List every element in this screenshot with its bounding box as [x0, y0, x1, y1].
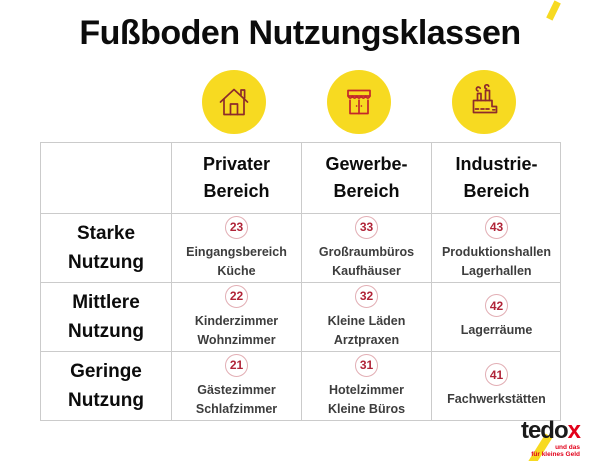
table-corner-blank [41, 143, 171, 213]
column-header-industrial: Industrie- Bereich [431, 143, 561, 213]
shop-icon [341, 84, 377, 120]
row-label-light-use: Geringe Nutzung [41, 351, 171, 420]
house-icon [216, 84, 252, 120]
row-label-medium-use: Mittlere Nutzung [41, 282, 171, 351]
class-number: 31 [359, 358, 374, 373]
page-title: Fußboden Nutzungsklassen [79, 14, 521, 52]
class-examples: Eingangsbereich Küche [186, 244, 287, 278]
class-cell-23: 23 Eingangsbereich Küche [171, 213, 301, 282]
logo-wordmark-red: x [567, 417, 581, 444]
class-examples: Fachwerkstätten [447, 392, 546, 407]
class-number: 23 [229, 220, 244, 235]
class-number: 32 [359, 289, 374, 304]
class-number-badge: 41 [485, 363, 508, 387]
class-cell-33: 33 Großraumbüros Kaufhäuser [301, 213, 431, 282]
commercial-area-badge [327, 70, 391, 134]
class-cell-22: 22 Kinderzimmer Wohnzimmer [171, 282, 301, 351]
class-number-badge: 33 [355, 215, 378, 239]
column-header-commercial: Gewerbe- Bereich [301, 143, 431, 213]
class-number: 43 [489, 220, 504, 235]
class-number-badge: 42 [485, 294, 508, 318]
class-examples: Kinderzimmer Wohnzimmer [194, 313, 279, 347]
class-cell-31: 31 Hotelzimmer Kleine Büros [301, 351, 431, 420]
class-examples: Produktionshallen Lagerhallen [441, 244, 552, 278]
class-examples: Hotelzimmer Kleine Büros [327, 382, 406, 416]
private-area-badge [202, 70, 266, 134]
class-number-badge: 32 [355, 284, 378, 308]
class-number: 33 [359, 220, 374, 235]
class-number-badge: 31 [355, 353, 378, 377]
class-number-badge: 23 [225, 215, 248, 239]
class-number: 41 [489, 367, 504, 382]
class-number-badge: 43 [485, 215, 508, 239]
class-number: 22 [229, 289, 244, 304]
class-cell-42: 42 Lagerräume [431, 282, 561, 351]
logo-wordmark: tedox [496, 417, 581, 444]
class-number: 42 [489, 298, 504, 313]
class-number-badge: 22 [225, 284, 248, 308]
class-examples: Gästezimmer Schlafzimmer [195, 382, 278, 416]
industrial-area-badge [452, 70, 516, 134]
class-number-badge: 21 [225, 353, 248, 377]
logo-wordmark-black: tedo [520, 417, 569, 444]
class-cell-41: 41 Fachwerkstätten [431, 351, 561, 420]
column-header-private: Privater Bereich [171, 143, 301, 213]
usage-table: Privater Bereich Gewerbe- Bereich Indust… [40, 142, 561, 421]
class-examples: Kleine Läden Arztpraxen [327, 313, 406, 347]
class-examples: Lagerräume [460, 323, 533, 338]
class-number: 21 [229, 358, 244, 373]
class-cell-43: 43 Produktionshallen Lagerhallen [431, 213, 561, 282]
class-cell-21: 21 Gästezimmer Schlafzimmer [171, 351, 301, 420]
logo-tagline: und das für kleines Geld [531, 444, 580, 459]
class-cell-32: 32 Kleine Läden Arztpraxen [301, 282, 431, 351]
factory-icon [466, 84, 502, 120]
class-examples: Großraumbüros Kaufhäuser [318, 244, 415, 278]
row-label-heavy-use: Starke Nutzung [41, 213, 171, 282]
tedox-logo: tedox und das für kleines Geld [496, 417, 581, 461]
